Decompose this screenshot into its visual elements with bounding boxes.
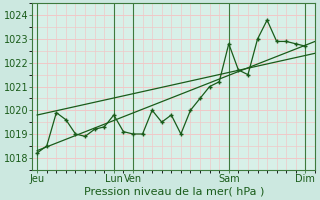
X-axis label: Pression niveau de la mer( hPa ): Pression niveau de la mer( hPa ) xyxy=(84,187,264,197)
